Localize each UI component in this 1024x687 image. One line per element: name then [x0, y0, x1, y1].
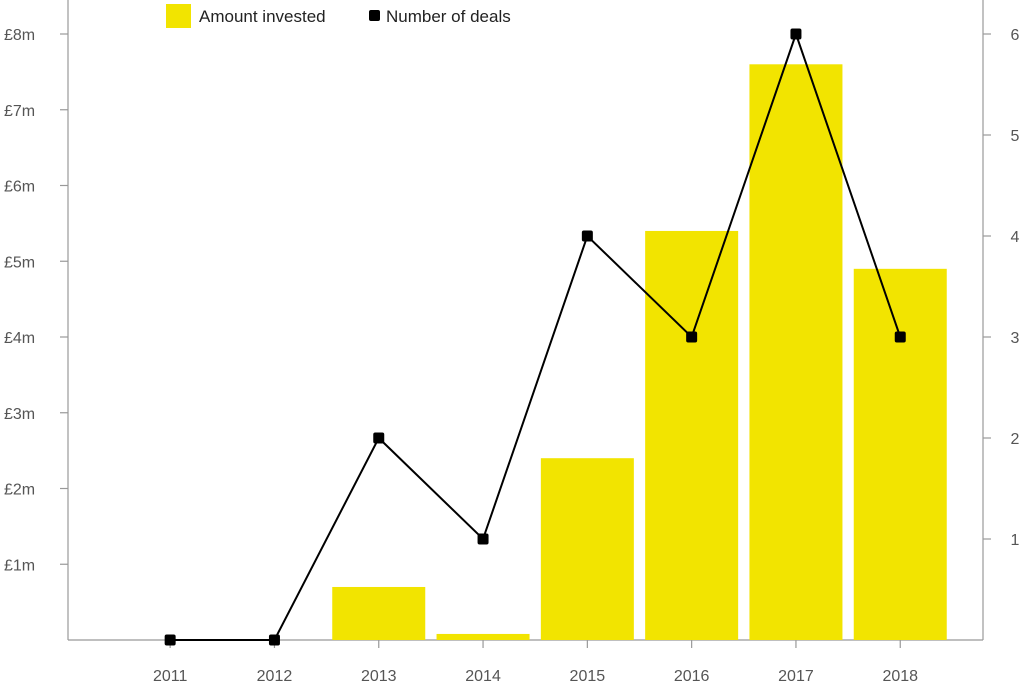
- right-tick-label: 3: [1011, 330, 1020, 347]
- deals-point-2014: [477, 533, 489, 545]
- left-tick-label: £3m: [4, 406, 35, 423]
- left-tick-label: £1m: [4, 557, 35, 574]
- x-axis: 2011 2012 2013 2014 2015 2016 2017 2018: [153, 640, 918, 685]
- legend-label-number-of-deals: Number of deals: [386, 7, 511, 26]
- x-tick-label: 2018: [882, 668, 918, 685]
- right-tick-label: 5: [1011, 128, 1020, 145]
- deals-line: [170, 30, 902, 641]
- x-tick-label: 2017: [778, 668, 814, 685]
- right-tick-label: 1: [1011, 532, 1020, 549]
- left-tick-label: £4m: [4, 330, 35, 347]
- legend-swatch-bar: [166, 4, 191, 28]
- left-tick-label: £7m: [4, 103, 35, 120]
- bar-2015: [540, 458, 634, 640]
- bar-2018: [853, 268, 947, 640]
- bar-2017: [749, 64, 843, 641]
- deals-point-2018: [894, 331, 906, 343]
- left-tick-label: £2m: [4, 482, 35, 499]
- x-tick-label: 2015: [570, 668, 606, 685]
- bar-2013: [332, 586, 426, 640]
- left-tick-label: £5m: [4, 254, 35, 271]
- left-y-axis: £1m £2m £3m £4m £5m £6m £7m £8m: [4, 27, 68, 574]
- right-tick-label: 6: [1011, 27, 1020, 44]
- line-series: [164, 28, 906, 646]
- deals-point-2015: [581, 230, 593, 242]
- bar-2014: [436, 633, 530, 640]
- left-tick-label: £6m: [4, 179, 35, 196]
- deals-point-2016: [686, 331, 698, 343]
- legend-swatch-line: [369, 10, 380, 21]
- right-y-axis: 1 2 3 4 5 6: [983, 27, 1020, 549]
- x-tick-label: 2012: [257, 668, 293, 685]
- deals-point-2017: [790, 28, 802, 40]
- x-tick-label: 2014: [465, 668, 501, 685]
- deals-point-2011: [164, 634, 176, 646]
- legend-label-amount-invested: Amount invested: [199, 7, 326, 26]
- x-tick-label: 2011: [153, 668, 188, 685]
- right-tick-label: 2: [1011, 431, 1020, 448]
- legend: Amount invested Number of deals: [166, 4, 511, 28]
- bar-2016: [645, 230, 739, 640]
- bar-series: [332, 64, 947, 641]
- deals-point-2012: [268, 634, 280, 646]
- axes: [67, 0, 984, 641]
- x-tick-label: 2016: [674, 668, 710, 685]
- deals-point-2013: [373, 432, 385, 444]
- x-tick-label: 2013: [361, 668, 397, 685]
- left-tick-label: £8m: [4, 27, 35, 44]
- right-tick-label: 4: [1011, 229, 1020, 246]
